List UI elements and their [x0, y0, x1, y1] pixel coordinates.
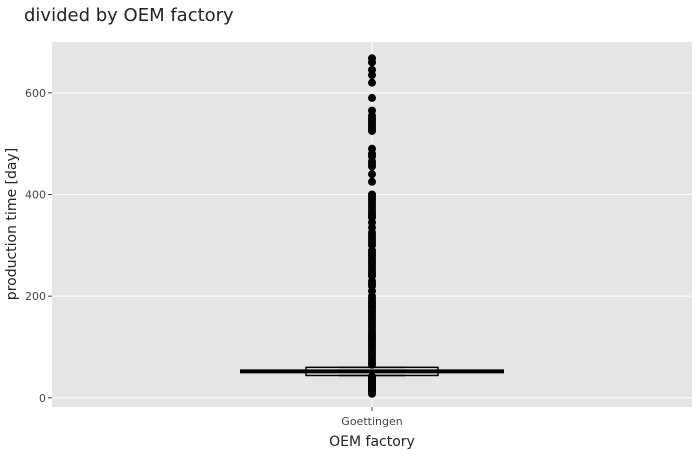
y-tick-label-400: 400: [25, 189, 46, 202]
outlier-point-93: [368, 106, 376, 115]
x-tick-label-0: Goettingen: [341, 415, 402, 428]
outlier-point-97: [368, 65, 376, 74]
outlier-point-16: [368, 372, 376, 381]
outlier-point-95: [368, 78, 376, 87]
y-tick-label-0: 0: [39, 392, 46, 405]
x-axis-title: OEM factory: [329, 434, 415, 450]
y-axis-title: production time [day]: [4, 148, 20, 300]
y-tick-label-600: 600: [25, 87, 46, 100]
chart-title: divided by OEM factory: [24, 5, 234, 26]
outlier-point-94: [368, 93, 376, 102]
y-tick-label-200: 200: [25, 290, 46, 303]
outlier-point-85: [368, 144, 376, 153]
x-axis-ticks: Goettingen: [341, 407, 403, 428]
outlier-point-79: [368, 170, 376, 179]
outlier-point-77: [368, 190, 376, 199]
outlier-point-78: [368, 177, 376, 186]
y-axis-ticks: 0 200 400 600: [25, 87, 52, 405]
box-plot: [240, 366, 504, 377]
outlier-point-99: [368, 54, 376, 63]
outlier-points: [368, 54, 376, 398]
